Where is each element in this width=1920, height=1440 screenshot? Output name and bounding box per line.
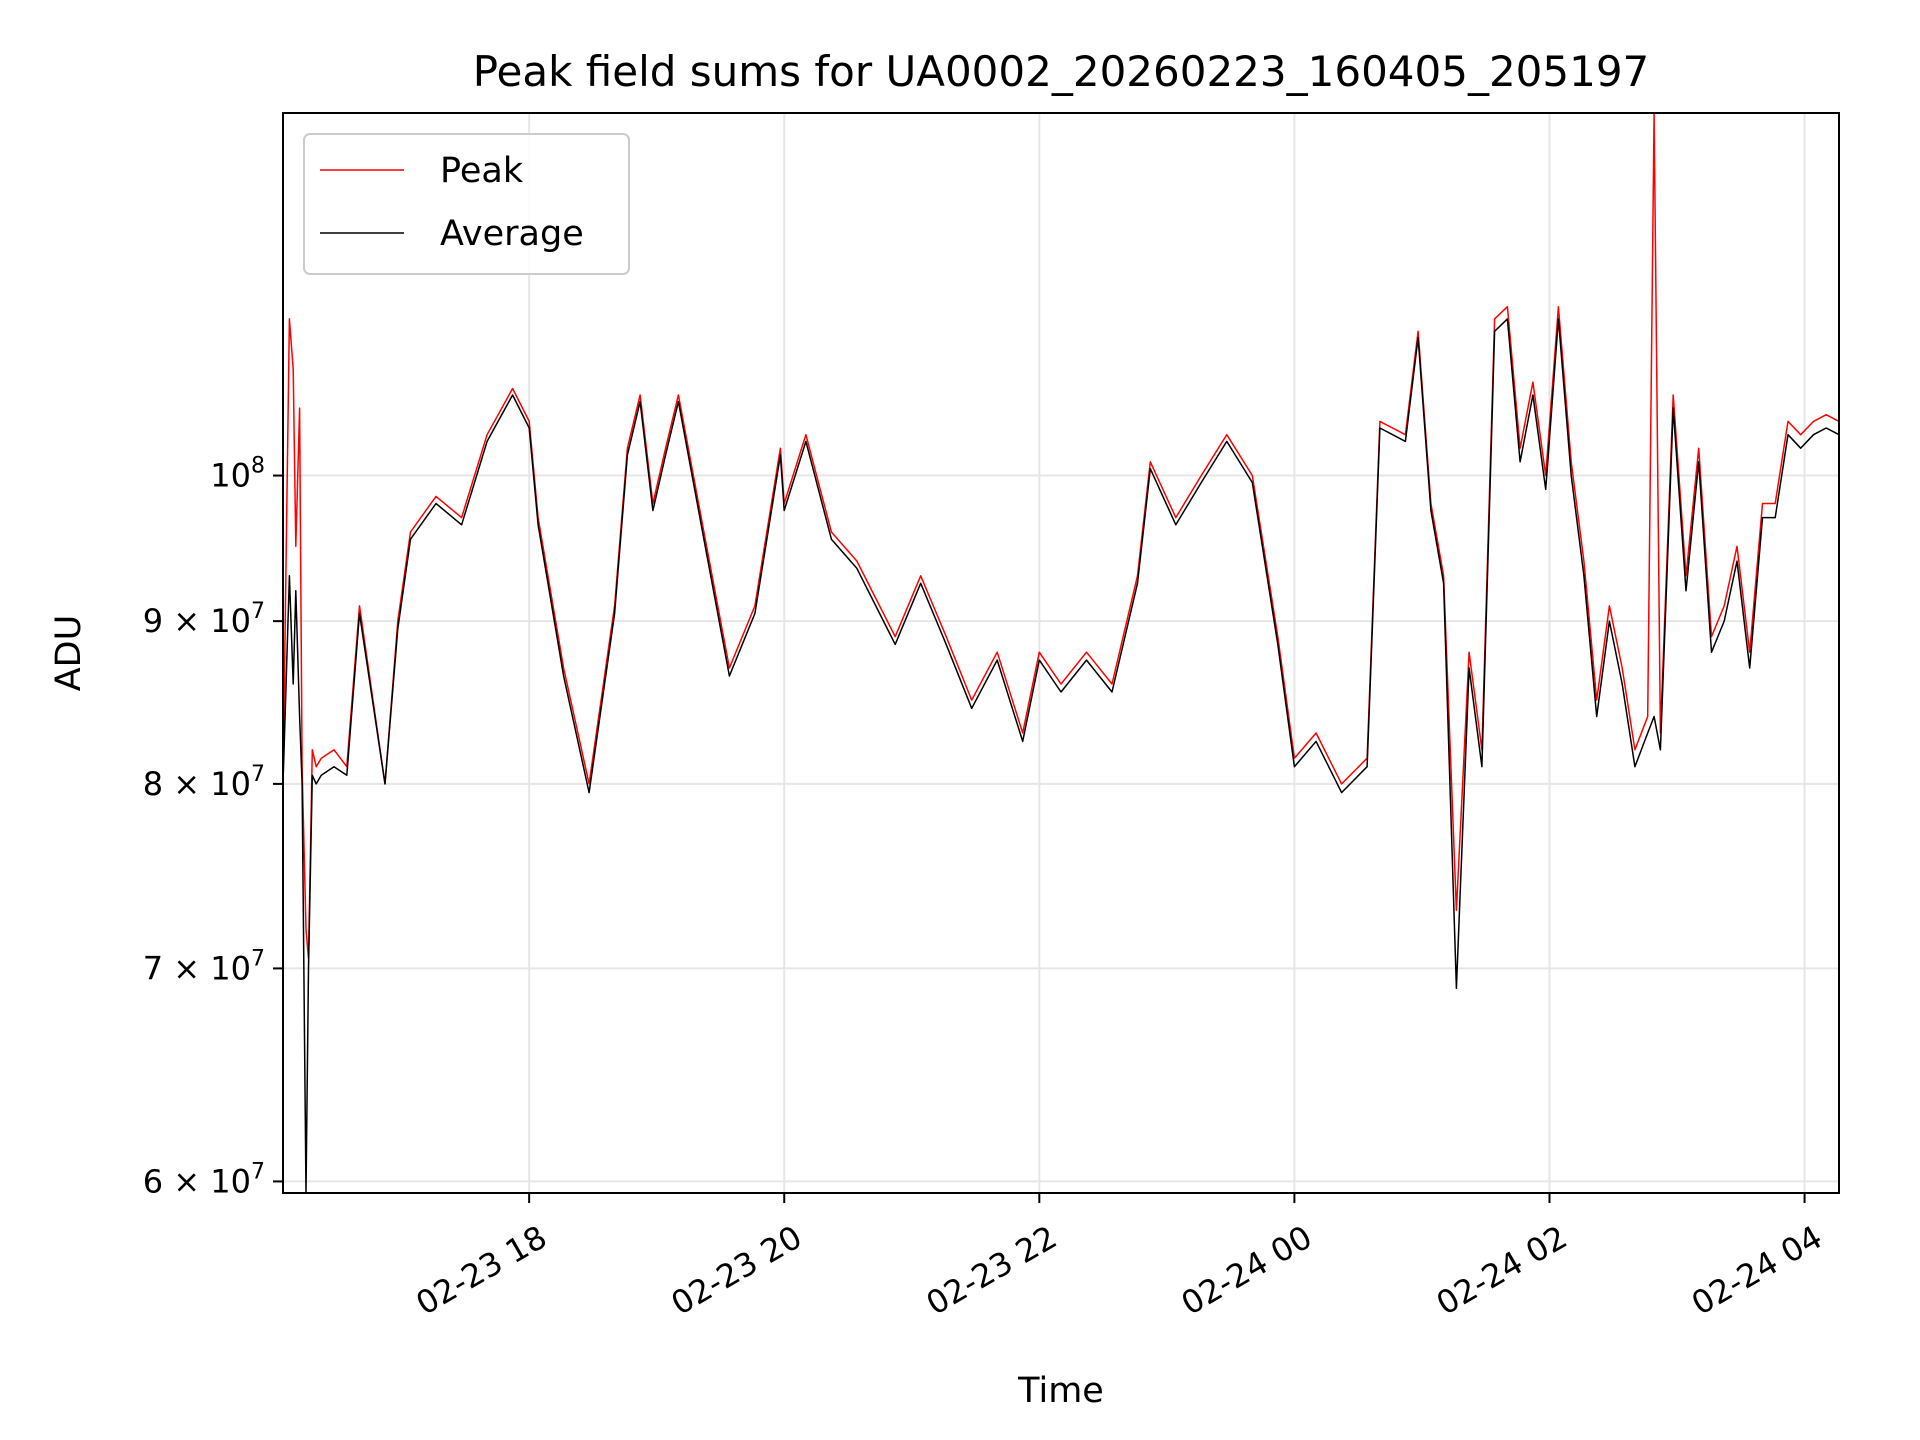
series-line-average [282, 318, 1840, 1194]
y-tick-label: 8 × 107 [143, 762, 265, 803]
y-tick-label: 9 × 107 [143, 599, 265, 640]
series [282, 112, 1840, 1194]
y-tick-label: 108 [210, 454, 265, 495]
plot-frame [282, 112, 1840, 1194]
legend-box [303, 133, 630, 275]
legend: Peak Average [303, 133, 630, 275]
x-axis-label: Time [1017, 1371, 1104, 1411]
legend-label-average: Average [440, 214, 584, 254]
chart-title: Peak field sums for UA0002_20260223_1604… [473, 47, 1650, 96]
legend-label-peak: Peak [440, 151, 524, 191]
y-tick-label: 7 × 107 [143, 946, 265, 987]
y-axis-label: ADU [49, 615, 89, 692]
series-line-peak [282, 112, 1840, 960]
grid [283, 113, 1839, 1193]
y-tick-label: 6 × 107 [143, 1159, 265, 1200]
